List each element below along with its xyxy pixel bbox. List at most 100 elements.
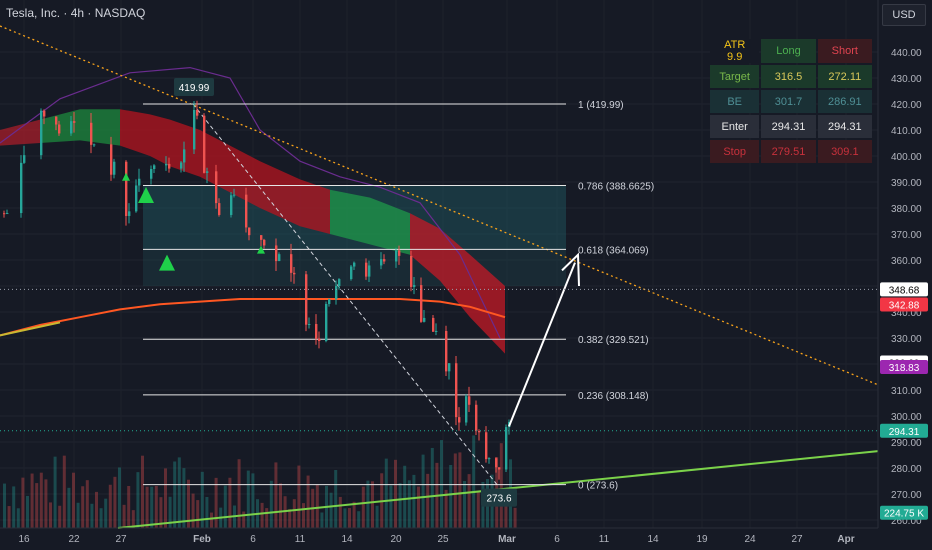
volume-bar (145, 486, 149, 528)
volume-bar (187, 479, 190, 528)
buy-signal-marker (257, 245, 265, 254)
candle-body (455, 363, 458, 418)
volume-bar (504, 492, 508, 528)
volume-bar (338, 496, 342, 528)
volume-bar (99, 508, 103, 528)
cloud-green (330, 189, 410, 255)
price-tick: 410.00 (891, 126, 922, 137)
candle-body (468, 396, 471, 405)
enter-label: Enter (710, 115, 760, 138)
candle-body (278, 254, 281, 262)
volume-bar (35, 483, 39, 528)
volume-bar (104, 498, 108, 528)
candle-body (93, 144, 96, 146)
candle-body (260, 235, 263, 240)
volume-bar (513, 507, 517, 528)
volume-bar (26, 495, 29, 528)
candle-body (248, 227, 251, 236)
candle-body (478, 431, 481, 433)
volume-bar (384, 458, 388, 528)
volume-bar (444, 489, 448, 528)
low-marker-box (481, 488, 517, 507)
volume-bar (200, 471, 204, 528)
volume-bar (21, 477, 25, 528)
buy-signal-marker (138, 187, 154, 203)
time-tick: Mar (498, 534, 516, 545)
price-tick: 290.00 (891, 438, 922, 449)
volume-bar (375, 505, 379, 528)
candle-body (413, 285, 416, 287)
candle-body (432, 317, 435, 332)
time-tick: 24 (744, 534, 756, 545)
price-badge (880, 282, 928, 297)
candle-body (73, 121, 76, 123)
volume-bar (412, 474, 416, 528)
currency-button[interactable]: USD (882, 4, 926, 26)
candle-body (193, 109, 196, 150)
volume-bar (141, 455, 144, 528)
cloud-red (120, 109, 330, 234)
volume-bar (191, 493, 195, 528)
price-tick: 370.00 (891, 230, 922, 241)
be-short-value: 286.91 (817, 90, 872, 113)
volume-bar (210, 512, 213, 528)
fib-level-label: 0.236 (308.148) (578, 391, 649, 402)
fib-level-label: 0.382 (329.521) (578, 335, 649, 346)
time-tick: Feb (193, 534, 211, 545)
candle-body (196, 109, 199, 116)
candle-body (20, 162, 23, 214)
price-tick: 360.00 (891, 256, 922, 267)
candle-body (153, 165, 156, 169)
price-badge-label: 224.75 K (884, 509, 924, 520)
cloud-red (0, 119, 40, 146)
candle-body (505, 427, 508, 470)
candle-body (353, 262, 356, 267)
volume-bar (265, 508, 269, 528)
target-long-value: 316.5 (761, 65, 816, 88)
volume-bar (62, 455, 66, 528)
time-tick: 11 (599, 534, 610, 545)
volume-bar (292, 499, 296, 528)
candle-body (318, 338, 321, 341)
volume-bar (476, 490, 480, 528)
volume-bar (44, 479, 48, 528)
volume-bar (430, 447, 434, 528)
time-tick: 11 (295, 534, 306, 545)
volume-bar (458, 452, 462, 528)
price-badge (880, 360, 928, 375)
volume-bar (173, 461, 177, 528)
candle-body (90, 122, 93, 145)
chart-grid (0, 0, 878, 528)
high-marker-box (174, 78, 214, 97)
price-tick: 260.00 (891, 516, 922, 527)
volume-bar (67, 487, 71, 528)
candle-body (40, 110, 43, 156)
candle-body (395, 250, 398, 262)
volume-bar (472, 435, 476, 528)
candle-body (70, 121, 73, 134)
volume-bar (164, 468, 167, 528)
price-badge-label: 348.68 (889, 285, 920, 296)
price-tick: 300.00 (891, 412, 922, 423)
fibonacci-levels: 1 (419.99) 0.786 (388.6625) 0.618 (364.069… (143, 100, 654, 492)
time-tick: 27 (115, 534, 127, 545)
volume-bar (131, 510, 135, 528)
volume-bar (81, 486, 85, 528)
price-badge (880, 505, 928, 520)
volume-bar (72, 472, 75, 528)
volume-bar (3, 483, 6, 528)
price-tick: 430.00 (891, 74, 922, 85)
price-badge-label: 318.83 (889, 363, 920, 374)
volume-bar (7, 506, 11, 528)
enter-short-value: 294.31 (817, 115, 872, 138)
candle-body (305, 274, 308, 325)
time-tick: 6 (554, 534, 560, 545)
candle-body (485, 432, 488, 460)
time-axis: 16 22 27 Feb 6 11 14 20 25 Mar 6 11 14 19 24 27 Apr (0, 527, 878, 545)
candle-body (165, 163, 168, 166)
volume-bar (279, 483, 282, 528)
volume-bar (228, 477, 232, 528)
moving-average-tail (0, 321, 61, 337)
candle-body (215, 171, 218, 204)
